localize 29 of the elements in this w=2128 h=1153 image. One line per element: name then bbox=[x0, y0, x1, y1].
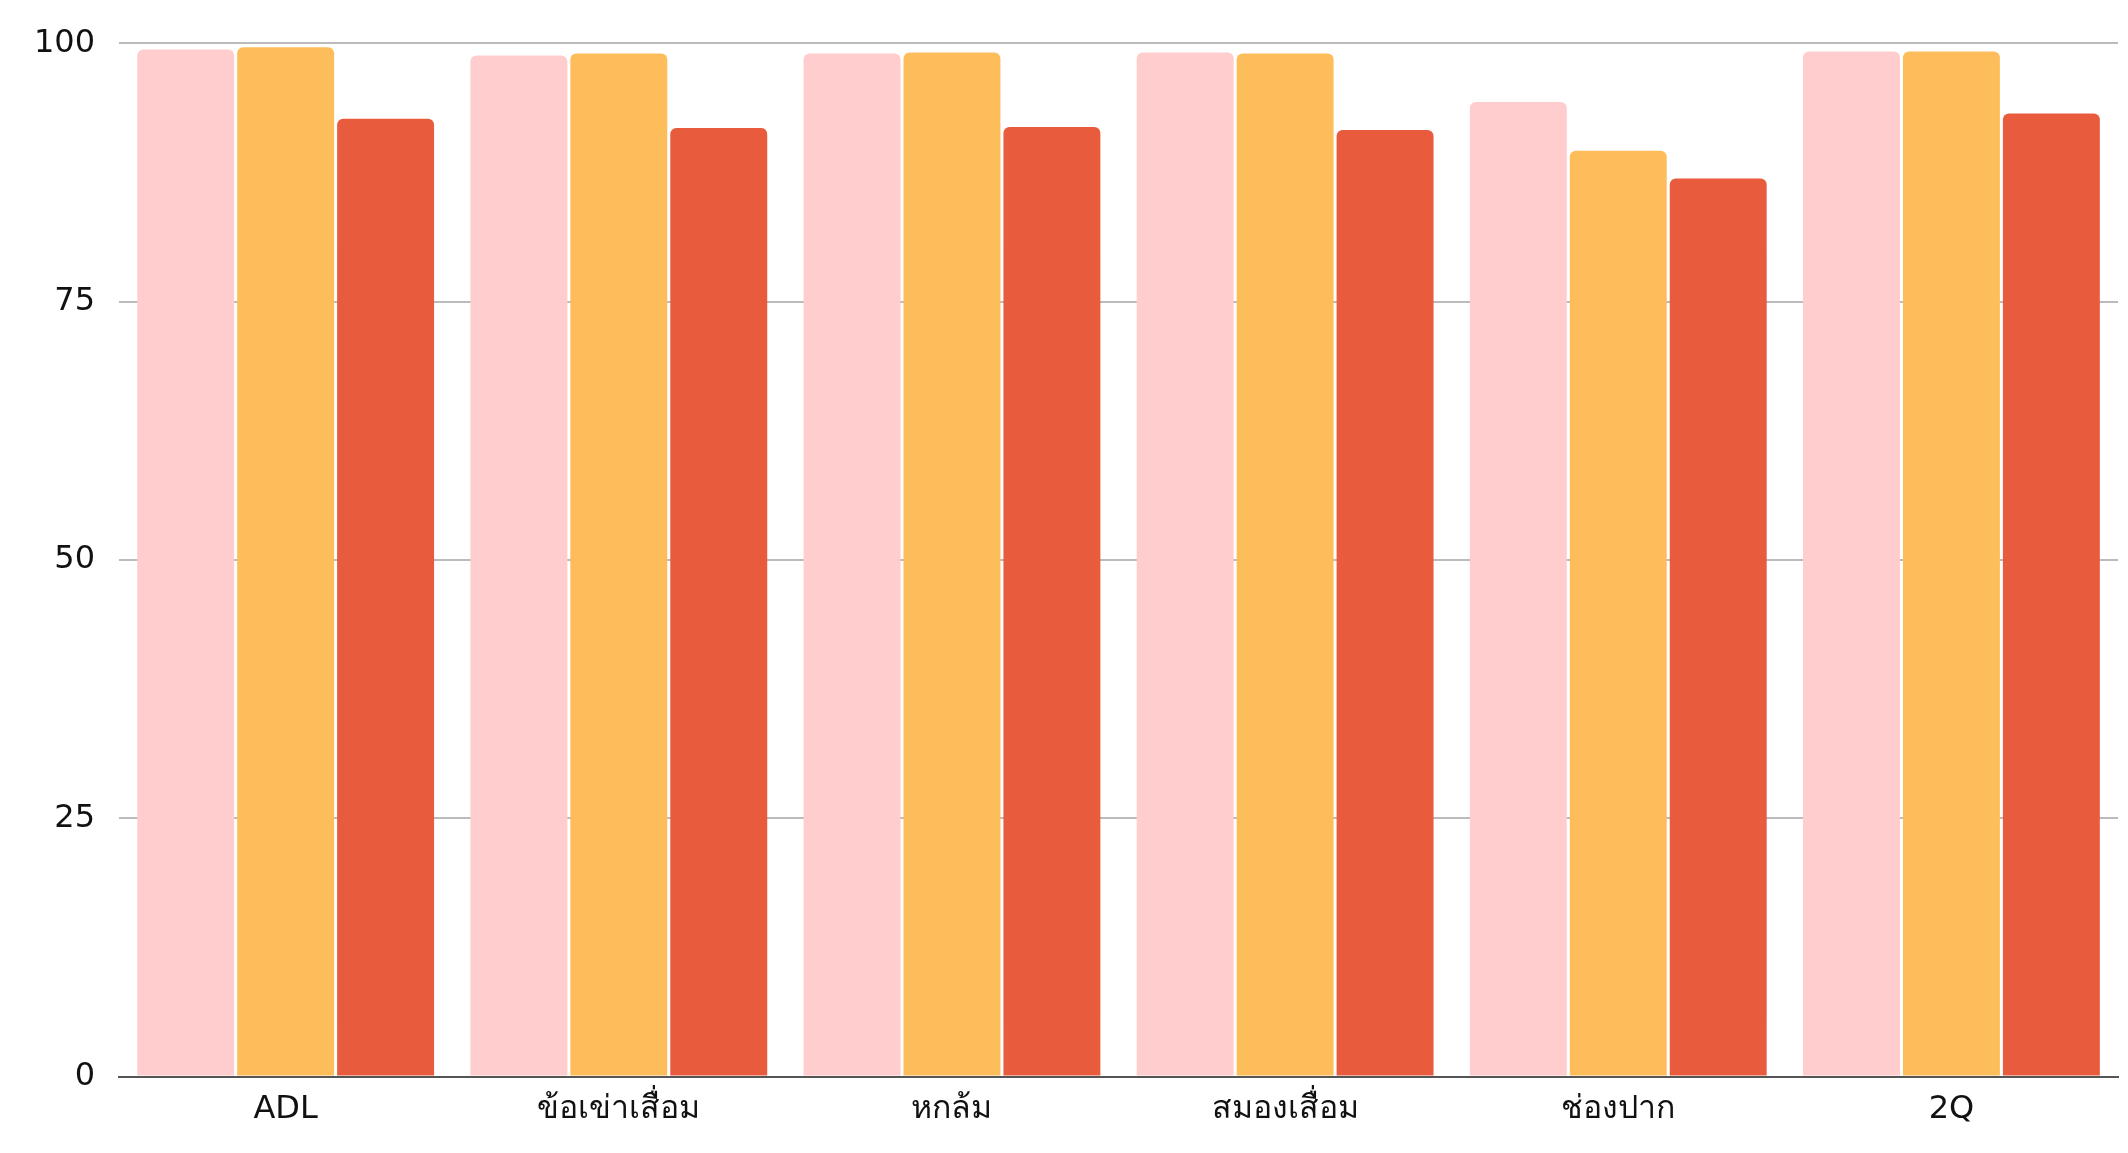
bar bbox=[570, 53, 668, 1076]
bar bbox=[1236, 53, 1334, 1076]
y-tick-label: 25 bbox=[54, 796, 96, 835]
y-tick-label: 100 bbox=[34, 21, 96, 60]
bar bbox=[1136, 52, 1234, 1076]
bar bbox=[137, 49, 235, 1076]
bar bbox=[1469, 102, 1567, 1076]
bar bbox=[470, 55, 568, 1076]
bar bbox=[1902, 51, 2000, 1076]
x-tick-label: หกล้ม bbox=[911, 1088, 993, 1127]
bar bbox=[1003, 126, 1101, 1076]
bar bbox=[1803, 51, 1900, 1076]
bar bbox=[1336, 130, 1434, 1076]
y-tick-label: 75 bbox=[54, 279, 96, 318]
bar bbox=[670, 127, 768, 1076]
bar bbox=[803, 53, 901, 1076]
x-tick-label: สมองเสื่อม bbox=[1211, 1085, 1359, 1127]
x-tick-label: ADL bbox=[253, 1088, 319, 1127]
bar bbox=[337, 118, 435, 1076]
x-tick-label: ข้อเข่าเสื่อม bbox=[537, 1085, 701, 1127]
y-tick-label: 50 bbox=[54, 538, 96, 577]
x-tick-label: 2Q bbox=[1928, 1088, 1975, 1127]
bar bbox=[1669, 178, 1767, 1076]
bar bbox=[1569, 150, 1667, 1076]
x-tick-label: ช่องปาก bbox=[1561, 1088, 1676, 1127]
bar bbox=[903, 52, 1001, 1076]
y-tick-label: 0 bbox=[74, 1054, 96, 1093]
bar bbox=[237, 47, 335, 1076]
bar bbox=[2002, 113, 2100, 1076]
